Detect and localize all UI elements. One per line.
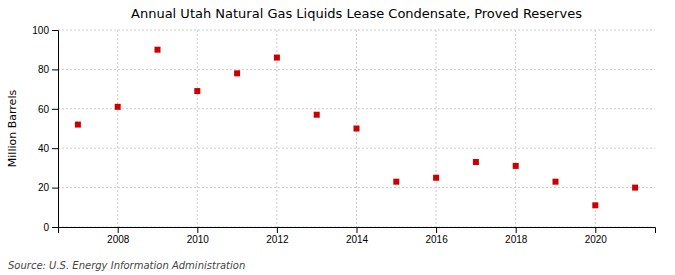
tick-mark	[197, 227, 198, 233]
tick-label: 2008	[107, 234, 130, 245]
y-axis-label: Million Barrels	[6, 90, 19, 168]
tick-label: 80	[38, 64, 50, 75]
grid-line	[58, 69, 655, 70]
tick-label: 2010	[187, 234, 210, 245]
source: Source: U.S. Energy Information Administ…	[8, 260, 245, 271]
tick: 80	[38, 64, 58, 75]
point	[274, 55, 280, 61]
tick-mark	[357, 227, 358, 233]
tick-label: 100	[32, 25, 49, 36]
tick: 2012	[266, 227, 289, 245]
tick-label: 2016	[425, 234, 448, 245]
tick-mark	[52, 69, 58, 70]
y-axis: 0 20 40 60 80 100	[32, 25, 58, 233]
tick-mark	[52, 227, 58, 228]
point	[155, 47, 161, 53]
tick-label: 20	[38, 182, 50, 193]
tick-label: 2014	[346, 234, 369, 245]
tick-mark	[52, 148, 58, 149]
point	[75, 122, 81, 128]
tick-label: 2020	[585, 234, 608, 245]
x-axis: 2008 2010 2012 2014 2016 2018 2020	[59, 227, 656, 245]
point	[513, 163, 519, 169]
point	[632, 185, 638, 191]
axis-line	[52, 31, 59, 228]
point	[314, 112, 320, 118]
points	[75, 47, 638, 209]
point	[553, 179, 559, 185]
grid-line	[436, 30, 437, 227]
axis-line	[59, 228, 656, 234]
tick-label: 2012	[266, 234, 289, 245]
grid-line	[117, 30, 118, 227]
tick: 40	[38, 143, 58, 154]
tick: 2010	[187, 227, 210, 245]
point	[194, 88, 200, 94]
tick: 2018	[505, 227, 528, 245]
tick-label: 60	[38, 104, 50, 115]
tick-mark	[118, 227, 119, 233]
tick: 100	[32, 25, 58, 36]
tick-mark	[595, 227, 596, 233]
point	[393, 179, 399, 185]
point	[433, 175, 439, 181]
point	[473, 159, 479, 165]
grid-line	[58, 108, 655, 109]
tick-mark	[436, 227, 437, 233]
chart: 2008 2010 2012 2014 2016 2018 2020 0 20 40 60 80 100…	[0, 0, 675, 275]
tick-mark	[52, 188, 58, 189]
grid-line	[197, 30, 198, 227]
tick-mark	[277, 227, 278, 233]
plot-area: 2008 2010 2012 2014 2016 2018 2020 0 20 40 60 80 100	[32, 25, 655, 245]
tick: 0	[43, 222, 58, 233]
point	[592, 202, 598, 208]
tick-label: 40	[38, 143, 50, 154]
tick-mark	[52, 109, 58, 110]
tick-mark	[52, 30, 58, 31]
tick: 2020	[585, 227, 608, 245]
title: Annual Utah Natural Gas Liquids Lease Co…	[131, 6, 582, 21]
tick-label: 2018	[505, 234, 528, 245]
point	[354, 126, 360, 132]
tick: 20	[38, 182, 58, 193]
point	[115, 104, 121, 110]
grid-line	[595, 30, 596, 227]
tick: 2014	[346, 227, 369, 245]
tick: 60	[38, 104, 58, 115]
tick-mark	[516, 227, 517, 233]
point	[234, 70, 240, 76]
tick: 2008	[107, 227, 130, 245]
tick: 2016	[425, 227, 448, 245]
tick-label: 0	[43, 222, 49, 233]
grid	[58, 30, 655, 227]
grid-line	[515, 30, 516, 227]
